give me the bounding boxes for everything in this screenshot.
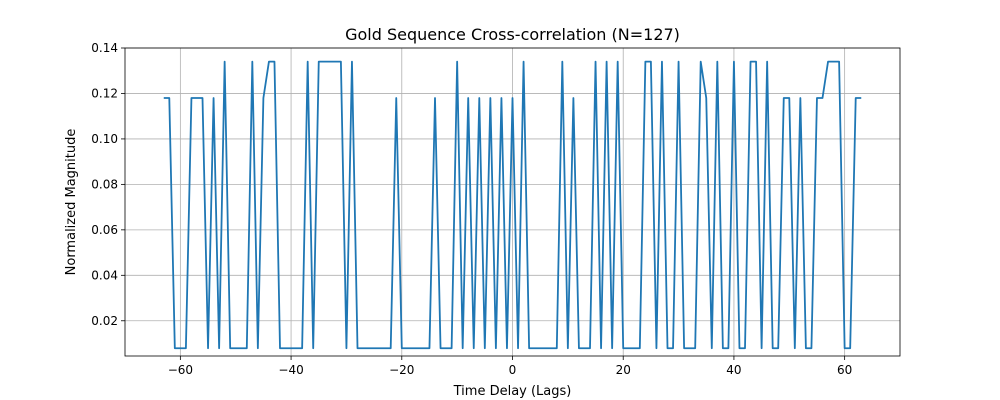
y-tick-label: 0.04: [91, 268, 118, 282]
y-tick-label: 0.06: [91, 223, 118, 237]
grid-lines: [125, 47, 900, 356]
y-axis-ticks: 0.02 0.04 0.06 0.08 0.10 0.12 0.14: [91, 41, 125, 328]
series-line-0: [163, 60, 862, 350]
x-tick-label: 40: [726, 363, 741, 377]
y-tick-label: 0.08: [91, 177, 118, 191]
y-tick-label: 0.14: [91, 41, 118, 55]
y-tick-label: 0.10: [91, 132, 118, 146]
plot-series: [163, 60, 862, 350]
plot-frame: [124, 47, 901, 357]
x-tick-label: 20: [616, 363, 631, 377]
x-tick-label: −20: [389, 363, 414, 377]
y-tick-label: 0.02: [91, 314, 118, 328]
x-tick-label: −40: [278, 363, 303, 377]
x-tick-label: 0: [509, 363, 517, 377]
chart-title: Gold Sequence Cross-correlation (N=127): [345, 25, 680, 44]
x-axis-label: Time Delay (Lags): [453, 384, 572, 399]
x-tick-label: 60: [837, 363, 852, 377]
x-axis-ticks: −60 −40 −20 0 20 40 60: [168, 356, 852, 377]
x-tick-label: −60: [168, 363, 193, 377]
y-axis-label: Normalized Magnitude: [64, 129, 79, 276]
y-tick-label: 0.12: [91, 86, 118, 100]
